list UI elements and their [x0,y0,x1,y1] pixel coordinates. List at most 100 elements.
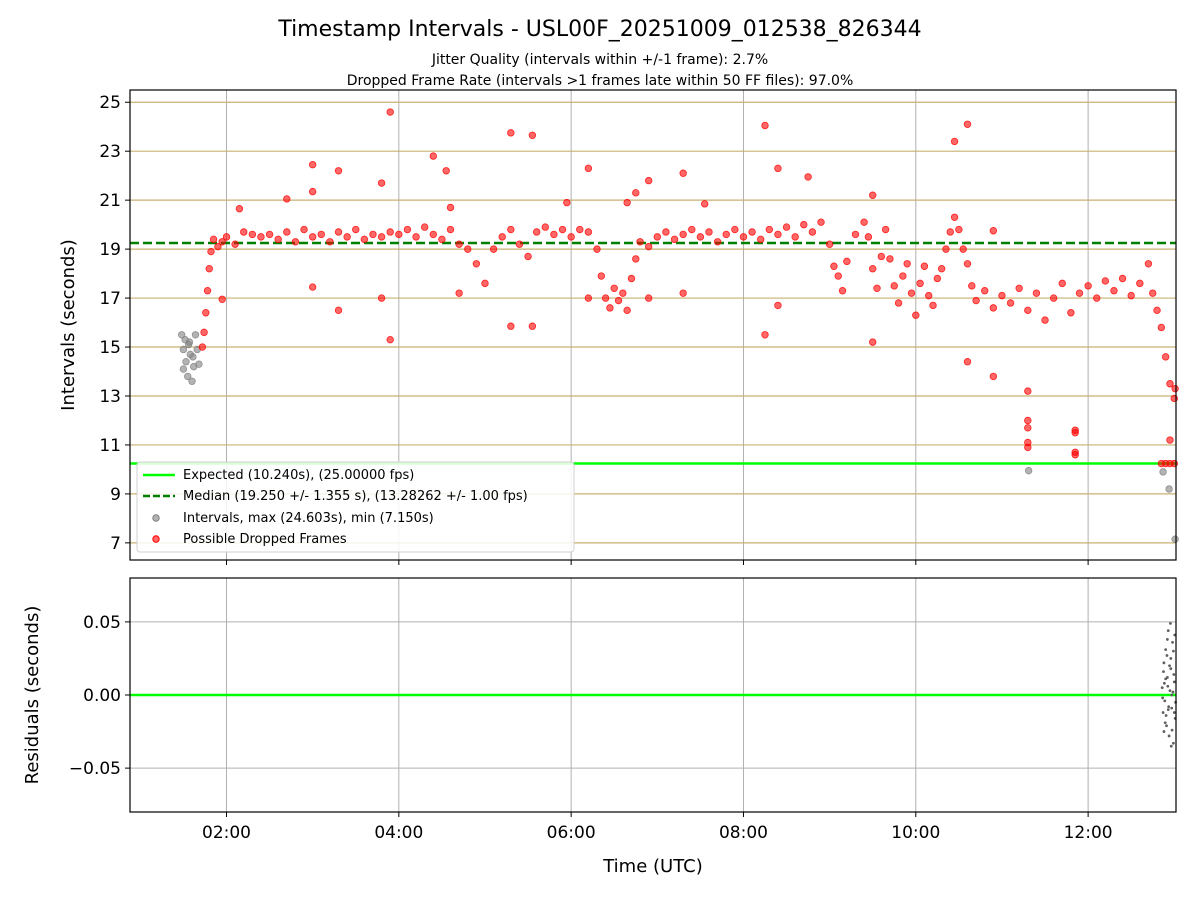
dropped-frame-point [873,284,881,292]
dropped-frame-point [963,260,972,268]
dropped-frame-point [1101,277,1110,285]
dropped-frame-point [593,245,601,253]
dropped-frame-point [899,272,907,280]
dropped-frame-point [576,225,584,234]
dropped-frame-point [429,230,437,239]
residual-point [1168,689,1172,693]
dropped-frame-point [584,164,593,173]
residual-point [1167,705,1171,709]
dropped-frame-point [955,225,963,234]
dropped-frame-point [869,264,877,273]
dropped-frame-point [584,228,593,236]
time-x-axis-label: Time (UTC) [602,856,703,877]
dropped-frame-point [619,289,627,297]
dropped-frame-point [515,240,524,248]
dropped-frame-point [937,264,946,273]
dropped-frame-point [524,252,532,261]
dropped-frame-point [1075,289,1084,297]
dropped-frame-point [972,296,980,305]
residual-point [1165,654,1169,657]
residual-point [1169,657,1173,660]
dropped-frame-point [757,235,765,244]
dropped-frame-point [235,205,244,213]
dropped-frame-point [925,291,933,300]
dropped-frame-point [308,160,317,169]
dropped-frame-point [886,255,894,263]
dropped-frame-point [369,230,377,239]
dropped-frame-point [903,260,911,268]
dropped-frame-point [209,235,218,244]
dropped-frame-point [308,233,317,241]
dropped-frame-point [739,233,748,241]
dropped-frame-point [240,228,248,236]
residual-point [1172,649,1175,653]
residual-point [1168,621,1172,625]
dropped-frame-point [1041,316,1049,324]
dropped-frame-point [825,240,834,248]
dropped-frame-point [507,129,515,137]
residual-point [1172,711,1176,714]
dropped-frame-point [1015,284,1023,292]
dropped-frame-point [644,176,653,185]
legend-dropped-marker [152,535,160,543]
dropped-frame-point [507,322,515,330]
dropped-frame-point [558,225,567,234]
residual-point [1172,741,1175,745]
residual-point [1171,640,1174,644]
dropped-frame-point [1024,443,1032,452]
interval-point [191,331,200,339]
interval-point [184,372,192,381]
interval-point [195,360,203,368]
residuals-panel: −0.05 0.00 0.05 02:00 04:00 06:00 08:00 10:00 1… [22,577,1177,877]
dropped-frame-point [1032,289,1041,297]
dropped-frame-point [860,218,868,226]
dropped-frame-point [1093,294,1101,302]
residual-point [1166,708,1170,712]
dropped-frame-point [198,343,207,351]
dropped-frame-point [563,198,571,207]
dropped-frame-point [308,187,317,196]
dropped-frame-point [782,223,791,231]
intervals-y-ticks: 7 9 11 13 15 17 19 21 23 25 [99,93,130,554]
dropped-frame-point [881,225,890,234]
interval-point [1165,485,1173,493]
intervals-y-tick-label: 25 [99,93,121,113]
dropped-frame-point [653,233,662,241]
dropped-frame-point [1136,279,1144,288]
residual-point [1161,711,1165,714]
dropped-frame-point [334,167,343,175]
residual-point [1161,696,1165,700]
dropped-frame-point [377,294,386,302]
dropped-frame-point [662,228,670,236]
dropped-frame-point [834,272,842,280]
interval-point [179,365,188,373]
dropped-frame-point [429,152,437,160]
residual-point [1169,667,1173,671]
dropped-frame-point [942,245,950,253]
intervals-y-tick-label: 21 [99,191,121,211]
dropped-frame-point [644,242,653,251]
dropped-frame-point [412,233,420,241]
dropped-frame-point [1058,279,1066,288]
intervals-reference-lines [130,241,1176,465]
residual-point [1172,673,1176,676]
dropped-frame-point [222,233,231,241]
interval-point [1171,535,1179,543]
dropped-frame-point [334,306,343,315]
dropped-frame-point [791,233,799,241]
residual-point [1167,734,1171,738]
dropped-frame-point [446,225,455,234]
dropped-frame-point [627,274,636,283]
dropped-frame-point [623,306,631,315]
dropped-frame-point [869,191,877,199]
dropped-frame-point [679,289,687,297]
intervals-y-tick-label: 17 [99,289,121,309]
residual-point [1164,677,1168,681]
residual-point [1165,638,1169,641]
dropped-frame-point [1157,323,1166,332]
dropped-frame-point [606,304,614,312]
dropped-frame-point [1024,387,1032,395]
dropped-frame-point [1127,291,1135,300]
dropped-frame-point [774,164,782,173]
dropped-frame-point [442,167,450,175]
